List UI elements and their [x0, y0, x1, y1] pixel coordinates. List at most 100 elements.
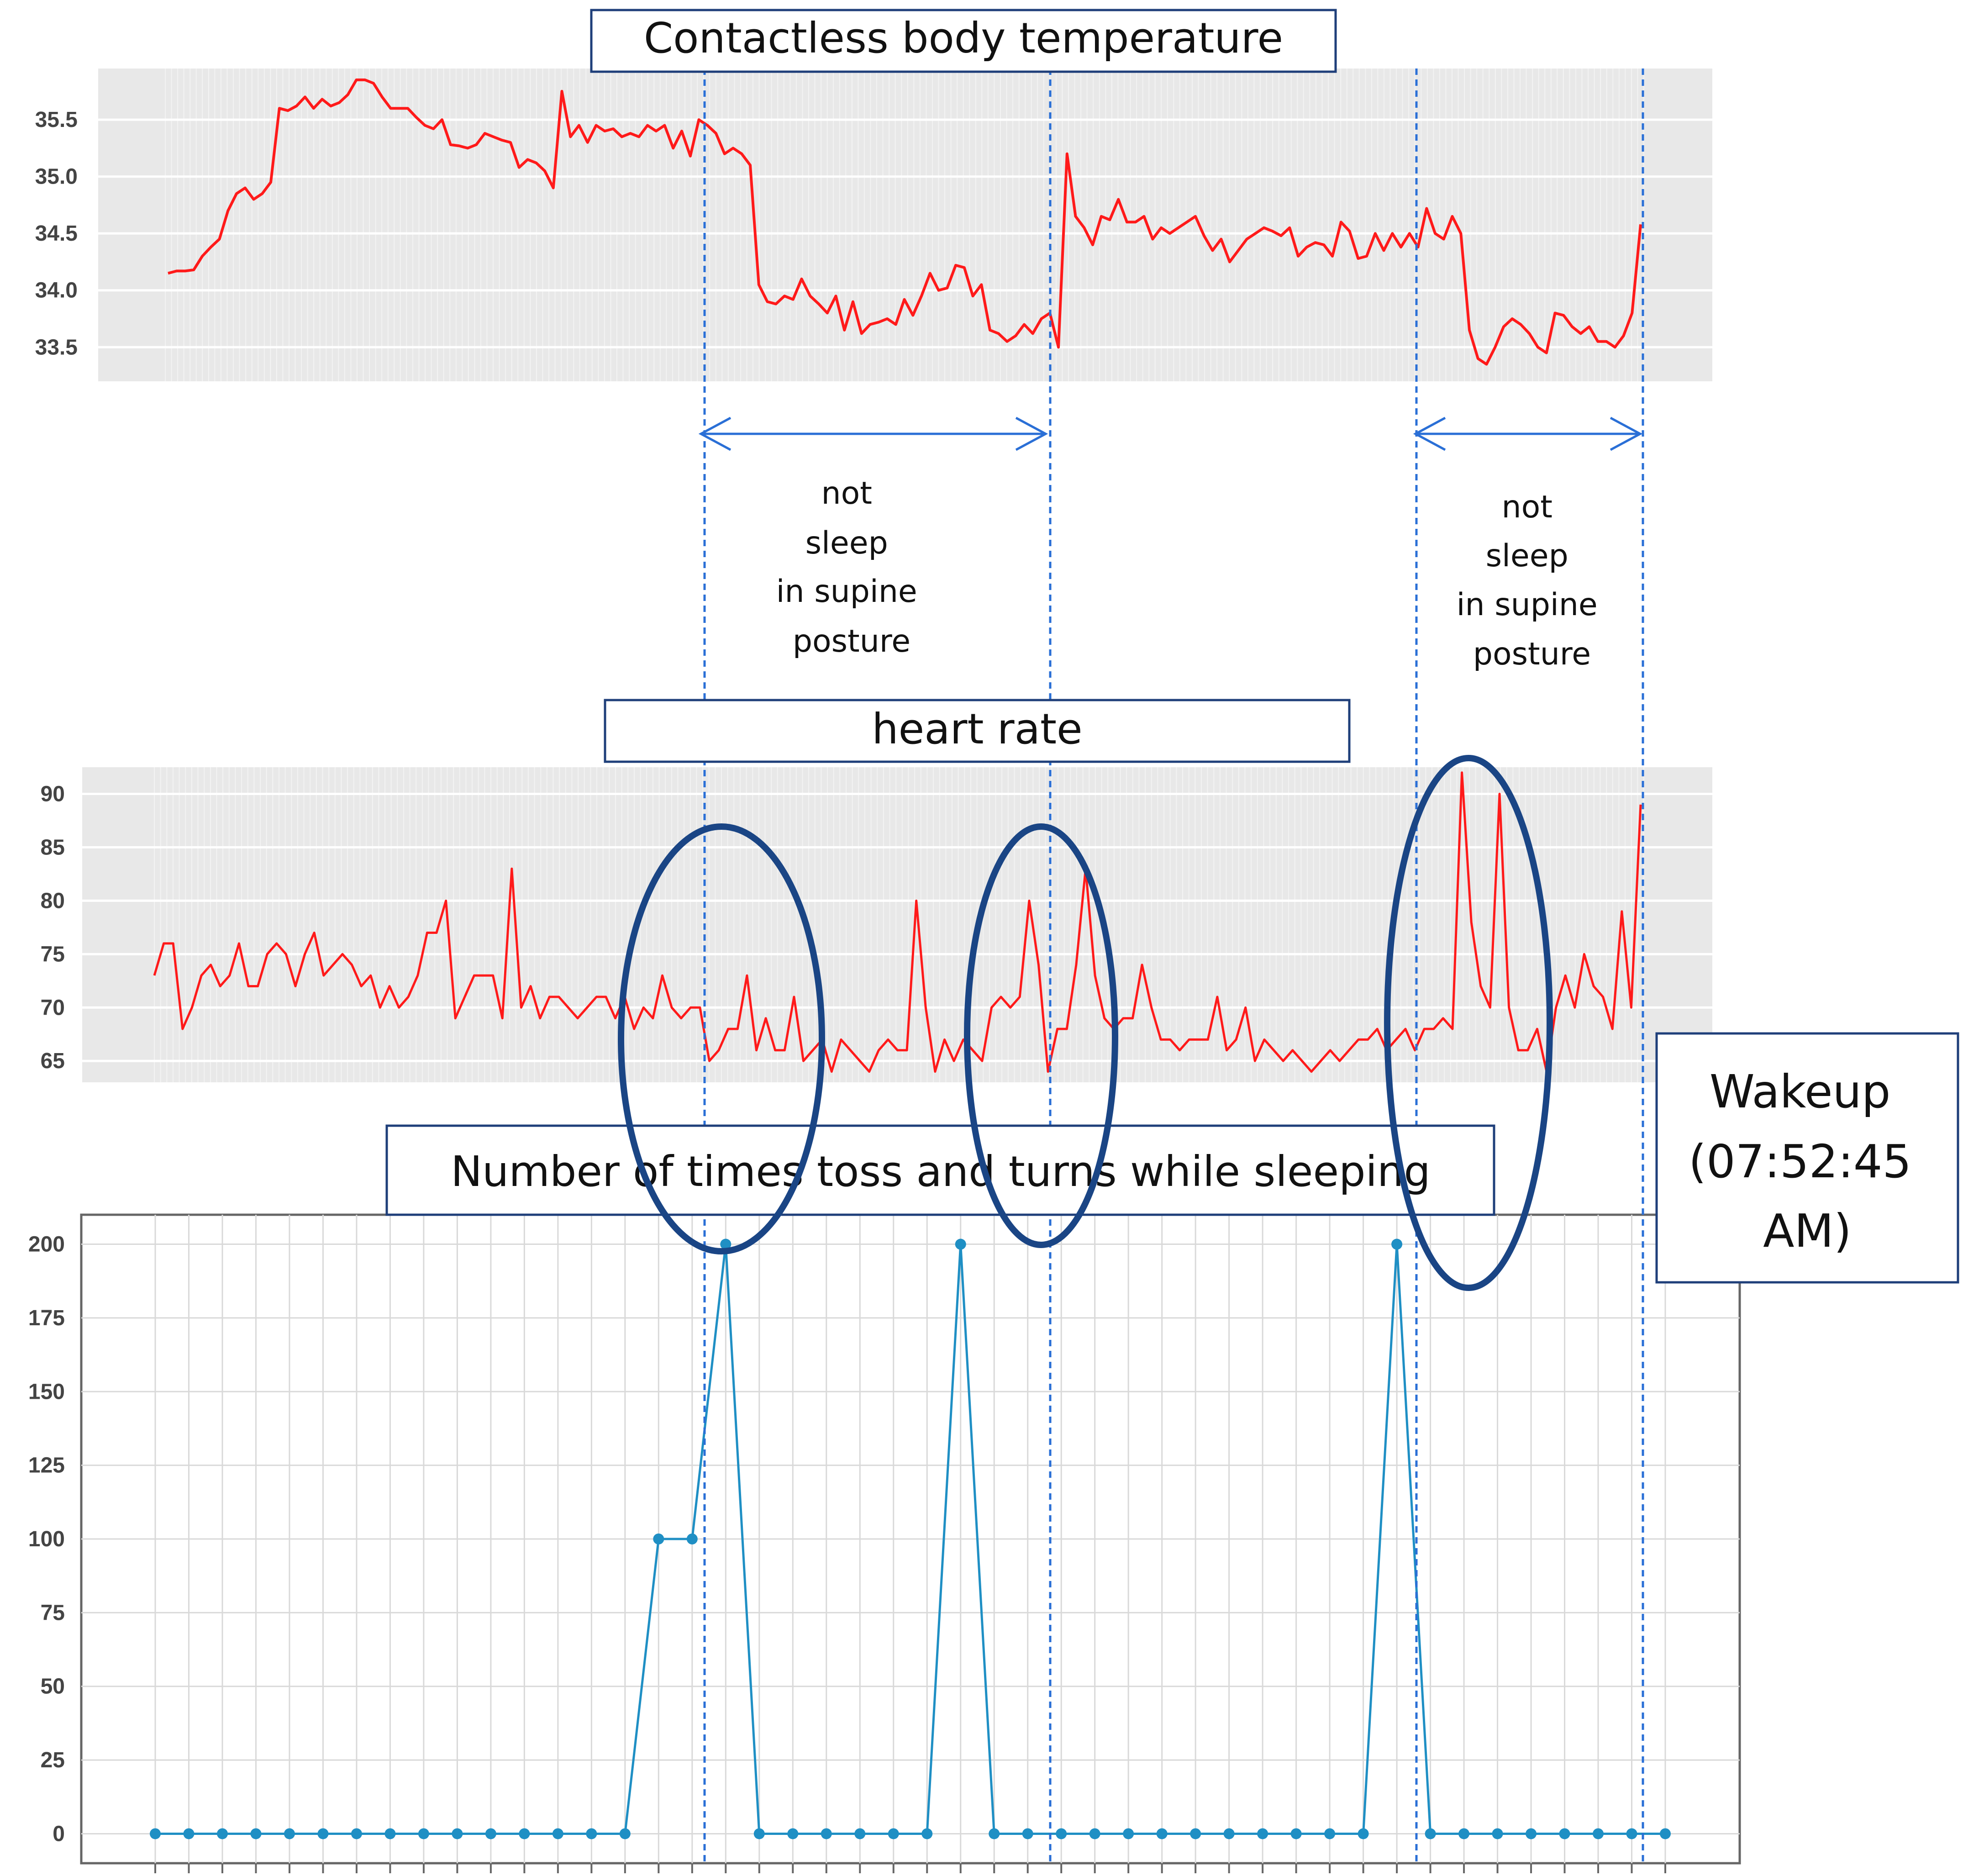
wakeup-box: Wakeup (07:52:45 AM) [1655, 1032, 1959, 1284]
heart-rate-panel: 90 85 80 75 70 65 [41, 767, 1712, 1082]
y-tick-label: 125 [28, 1454, 65, 1478]
toss-turns-y-axis: 200 175 150 125 100 75 50 25 0 [28, 1233, 65, 1846]
y-tick-label: 75 [41, 942, 65, 966]
toss-turns-panel: 200 175 150 125 100 75 50 25 0 [28, 1213, 1741, 1873]
note-1-line-3: in supine [776, 574, 917, 610]
data-point [1593, 1828, 1604, 1839]
y-tick-label: 35.5 [35, 108, 78, 132]
data-point [753, 1828, 765, 1839]
data-point [284, 1828, 295, 1839]
data-point [686, 1533, 698, 1544]
highlight-ellipses [618, 755, 1553, 1291]
note-2-line-2: sleep [1486, 538, 1568, 574]
interval-arrows [698, 416, 1643, 451]
note-2-line-1: not [1502, 489, 1553, 525]
data-point [1290, 1828, 1302, 1839]
y-tick-label: 100 [28, 1527, 65, 1551]
y-tick-label: 75 [41, 1601, 65, 1625]
data-point [955, 1238, 966, 1250]
toss-turns-title: Number of times toss and turns while sle… [451, 1147, 1431, 1196]
temperature-grid [98, 69, 1712, 381]
toss-turns-line [155, 1243, 1665, 1835]
wakeup-label: Wakeup (07:52:45 AM) [1689, 1065, 1926, 1258]
toss-turns-title-box: Number of times toss and turns while sle… [385, 1124, 1495, 1216]
heart-rate-plot-background [82, 767, 1712, 1082]
note-2-line-3: in supine [1457, 587, 1598, 623]
y-tick-label: 33.5 [35, 335, 78, 359]
data-point [653, 1533, 664, 1544]
data-point [485, 1828, 496, 1839]
data-point [1190, 1828, 1201, 1839]
data-point [552, 1828, 563, 1839]
note-1-line-2: sleep [805, 525, 888, 561]
y-tick-label: 0 [53, 1822, 65, 1846]
data-point [452, 1828, 463, 1839]
data-point [1022, 1828, 1033, 1839]
data-point [1492, 1828, 1503, 1839]
note-2-line-4: posture [1473, 636, 1591, 672]
y-tick-label: 70 [41, 996, 65, 1020]
data-point [1526, 1828, 1537, 1839]
y-tick-label: 65 [41, 1049, 65, 1073]
guide-lines [703, 69, 1644, 1863]
heart-rate-line [153, 771, 1642, 1073]
data-point [384, 1828, 396, 1839]
y-tick-label: 34.5 [35, 221, 78, 246]
y-tick-label: 150 [28, 1380, 65, 1404]
toss-turns-points [150, 1238, 1671, 1839]
data-point [351, 1828, 362, 1839]
data-point [1223, 1828, 1235, 1839]
data-point [921, 1828, 933, 1839]
data-point [1358, 1828, 1369, 1839]
heart-rate-title-box: heart rate [604, 699, 1351, 763]
not-sleep-note-1: not sleep in supine posture [776, 475, 927, 659]
y-tick-label: 85 [41, 835, 65, 859]
heart-rate-title: heart rate [872, 705, 1082, 754]
data-point [720, 1238, 732, 1250]
toss-turns-grid [81, 1215, 1740, 1863]
data-point [150, 1828, 161, 1839]
data-point [250, 1828, 262, 1839]
data-point [586, 1828, 597, 1839]
data-point [854, 1828, 866, 1839]
toss-turns-x-ticks [154, 1863, 1666, 1873]
data-point [619, 1828, 631, 1839]
data-point [519, 1828, 530, 1839]
temperature-panel: 35.5 35.0 34.5 34.0 33.5 [35, 69, 1712, 381]
highlight-ellipse-3 [1384, 755, 1553, 1291]
temperature-y-axis: 35.5 35.0 34.5 34.0 33.5 [35, 108, 78, 359]
data-point [1056, 1828, 1067, 1839]
data-point [1089, 1828, 1100, 1839]
data-point [821, 1828, 832, 1839]
data-point [418, 1828, 429, 1839]
wakeup-line-3: AM) [1763, 1204, 1852, 1258]
data-point [989, 1828, 1000, 1839]
data-point [1391, 1238, 1403, 1250]
data-point [1425, 1828, 1436, 1839]
note-1-line-1: not [821, 475, 872, 511]
data-point [787, 1828, 799, 1839]
highlight-ellipse-2 [964, 823, 1118, 1248]
y-tick-label: 35.0 [35, 165, 78, 189]
data-point [1257, 1828, 1268, 1839]
interval-arrow-2 [1413, 416, 1643, 451]
data-point [1559, 1828, 1570, 1839]
highlight-ellipse-1 [618, 823, 825, 1254]
temperature-title-box: Contactless body temperature [590, 9, 1337, 73]
temperature-title: Contactless body temperature [644, 14, 1283, 63]
y-tick-label: 34.0 [35, 279, 78, 303]
y-tick-label: 50 [41, 1675, 65, 1699]
data-point [1626, 1828, 1637, 1839]
wakeup-line-2: (07:52:45 [1689, 1135, 1911, 1188]
data-point [888, 1828, 899, 1839]
y-tick-label: 175 [28, 1306, 65, 1330]
y-tick-label: 200 [28, 1233, 65, 1257]
data-point [1458, 1828, 1470, 1839]
not-sleep-note-2: not sleep in supine posture [1457, 489, 1608, 672]
note-1-line-4: posture [793, 623, 910, 659]
interval-arrow-1 [698, 416, 1048, 451]
data-point [1324, 1828, 1336, 1839]
data-point [317, 1828, 329, 1839]
y-tick-label: 90 [41, 782, 65, 806]
